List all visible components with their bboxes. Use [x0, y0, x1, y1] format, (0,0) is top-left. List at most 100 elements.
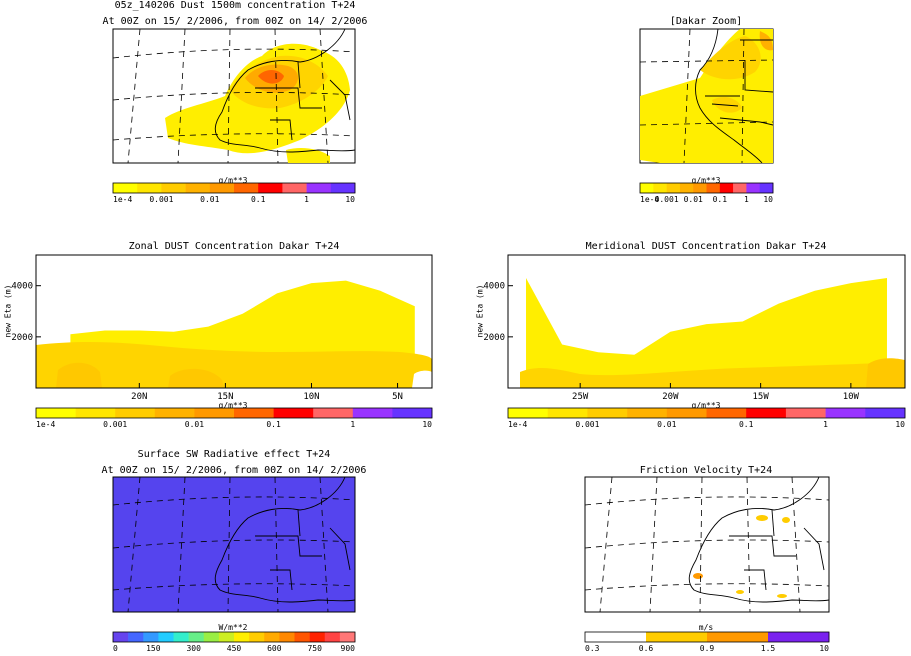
zoom-map-colorbar-segment	[759, 183, 774, 193]
main-map-dust-field	[165, 43, 350, 163]
meridional-colorbar-segment	[785, 408, 826, 418]
meridional-colorbar-label: 1e-4	[508, 420, 527, 429]
friction-colorbar-label: 1.5	[761, 644, 776, 653]
surface-sw-colorbar-segment	[309, 632, 326, 642]
meridional-xtick-label: 20W	[662, 392, 679, 402]
friction-colorbar-segment	[707, 632, 769, 642]
surface-sw-colorbar-segment	[324, 632, 341, 642]
zonal-colorbar-segment	[75, 408, 116, 418]
surface-sw-colorbar-label: 450	[227, 644, 242, 653]
meridional-colorbar-label: 10	[895, 420, 905, 429]
zonal-colorbar-label: 1e-4	[36, 420, 55, 429]
friction-colorbar-label: 10	[819, 644, 829, 653]
zonal-colorbar-label: 1	[350, 420, 355, 429]
surface-sw-colorbar-segment	[143, 632, 159, 642]
zoom-map-colorbar-segment	[640, 183, 654, 193]
friction-colorbar: 0.3 0.6 0.9 1.5 10	[584, 631, 830, 653]
main-map-colorbar-label: 1e-4	[113, 195, 132, 204]
main-map	[112, 28, 356, 164]
surface-sw-colorbar-segment	[279, 632, 295, 642]
zonal-colorbar-segment	[352, 408, 393, 418]
zoom-map-graticule	[639, 28, 774, 164]
friction-colorbar-frame	[584, 631, 830, 643]
zoom-map-colorbar-segment	[679, 183, 694, 193]
meridional-colorbar-segment	[666, 408, 707, 418]
zonal-colorbar-segment	[36, 408, 76, 418]
friction-colorbar-label: 0.9	[700, 644, 715, 653]
main-map-colorbar-label: 0.1	[251, 195, 266, 204]
main-map-colorbar-segment	[113, 183, 138, 193]
main-map-colorbar-label: 0.001	[149, 195, 173, 204]
zonal-title: Zonal DUST Concentration Dakar T+24	[128, 241, 340, 252]
friction-colorbar-segment	[646, 632, 708, 642]
meridional-xtick-label: 15W	[753, 392, 770, 402]
main-map-colorbar-label: 0.01	[200, 195, 219, 204]
meridional-colorbar-segment	[825, 408, 866, 418]
surface-sw-colorbar-label: 750	[307, 644, 322, 653]
friction-units: m/s	[698, 623, 714, 632]
main-map-colorbar-segment	[234, 183, 259, 193]
meridional-colorbar-segment	[508, 408, 548, 418]
zonal-colorbar-segment	[392, 408, 433, 418]
surface-sw-colorbar-segment	[128, 632, 144, 642]
main-map-colorbar-segment	[185, 183, 211, 193]
meridional-colorbar-label: 0.001	[575, 420, 599, 429]
surface-sw-colorbar-label: 600	[267, 644, 282, 653]
surface-sw-units: W/m**2	[218, 623, 248, 632]
meridional-xtick-label: 10W	[843, 392, 860, 402]
surface-sw-colorbar-segment	[294, 632, 310, 642]
zonal-xtick-label: 5N	[392, 392, 403, 402]
zoom-map-colorbar-segment	[666, 183, 681, 193]
main-map-colorbar-label: 1	[304, 195, 309, 204]
surface-sw-colorbar-segment	[158, 632, 174, 642]
friction-colorbar-label: 0.3	[585, 644, 600, 653]
main-map-colorbar-segment	[306, 183, 332, 193]
friction-graticule	[584, 476, 830, 613]
main-map-colorbar-label: 10	[345, 195, 355, 204]
meridional-units: g/m**3	[691, 401, 721, 410]
surface-sw-colorbar-frame	[112, 631, 356, 643]
meridional-section	[507, 254, 906, 389]
zonal-xtick-label: 10N	[303, 392, 319, 402]
zoom-map-colorbar-segment	[693, 183, 707, 193]
friction-map	[584, 476, 830, 613]
zoom-map-colorbar-label: 1	[744, 195, 749, 204]
main-map-colorbar-segment	[258, 183, 283, 193]
zoom-map	[639, 28, 774, 164]
zonal-colorbar-label: 0.01	[185, 420, 204, 429]
friction-colorbar-label: 0.6	[639, 644, 654, 653]
surface-sw-colorbar-segment	[339, 632, 356, 642]
friction-coastlines	[688, 476, 830, 603]
meridional-colorbar-label: 1	[823, 420, 828, 429]
main-map-colorbar: 1e-4 0.001 0.01 0.1 1 10	[112, 182, 356, 204]
meridional-dust-area	[526, 278, 887, 388]
zonal-colorbar-label: 10	[422, 420, 432, 429]
meridional-colorbar-segment	[627, 408, 668, 418]
zonal-ytick-label: 4000	[11, 282, 33, 292]
meridional-colorbar-segment	[547, 408, 588, 418]
friction-title: Friction Velocity T+24	[639, 465, 773, 476]
meridional-colorbar-label: 0.1	[739, 420, 754, 429]
meridional-colorbar: 1e-4 0.001 0.01 0.1 1 10	[507, 407, 906, 429]
zonal-colorbar: 1e-4 0.001 0.01 0.1 1 10	[35, 407, 433, 429]
friction-colorbar-segment	[585, 632, 647, 642]
zonal-colorbar-segment	[154, 408, 195, 418]
zonal-colorbar-segment	[194, 408, 235, 418]
main-map-colorbar-frame	[112, 182, 356, 194]
surface-sw-colorbar: 0 150 300 450 600 750 900	[112, 631, 356, 653]
zonal-colorbar-segment	[273, 408, 314, 418]
zonal-axes: 2000 4000 20N 15N 10N 5N	[11, 282, 403, 402]
zoom-map-colorbar-label: 0.001	[655, 195, 679, 204]
meridional-colorbar-segment	[706, 408, 747, 418]
surface-sw-colorbar-segment	[249, 632, 265, 642]
meridional-colorbar-segment	[746, 408, 787, 418]
zonal-units: g/m**3	[218, 401, 248, 410]
main-map-title: 05z_140206 Dust 1500m concentration T+24	[114, 0, 356, 11]
zonal-section	[35, 254, 433, 389]
main-map-colorbar-segment	[282, 183, 307, 193]
zonal-colorbar-label: 0.001	[103, 420, 127, 429]
zoom-map-colorbar-label: 10	[763, 195, 773, 204]
meridional-ytick-label: 4000	[483, 282, 505, 292]
friction-colorbar-segment	[768, 632, 830, 642]
